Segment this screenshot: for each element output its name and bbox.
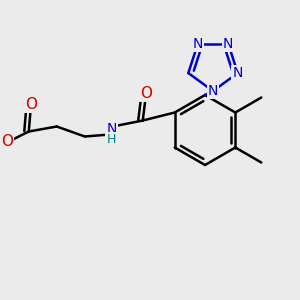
Text: N: N — [232, 66, 243, 80]
Text: O: O — [1, 134, 13, 149]
Text: O: O — [25, 97, 37, 112]
Text: N: N — [208, 84, 218, 98]
Text: N: N — [193, 37, 203, 51]
Text: N: N — [106, 122, 117, 136]
Text: N: N — [223, 37, 233, 51]
Text: O: O — [140, 86, 152, 101]
Text: H: H — [107, 133, 116, 146]
